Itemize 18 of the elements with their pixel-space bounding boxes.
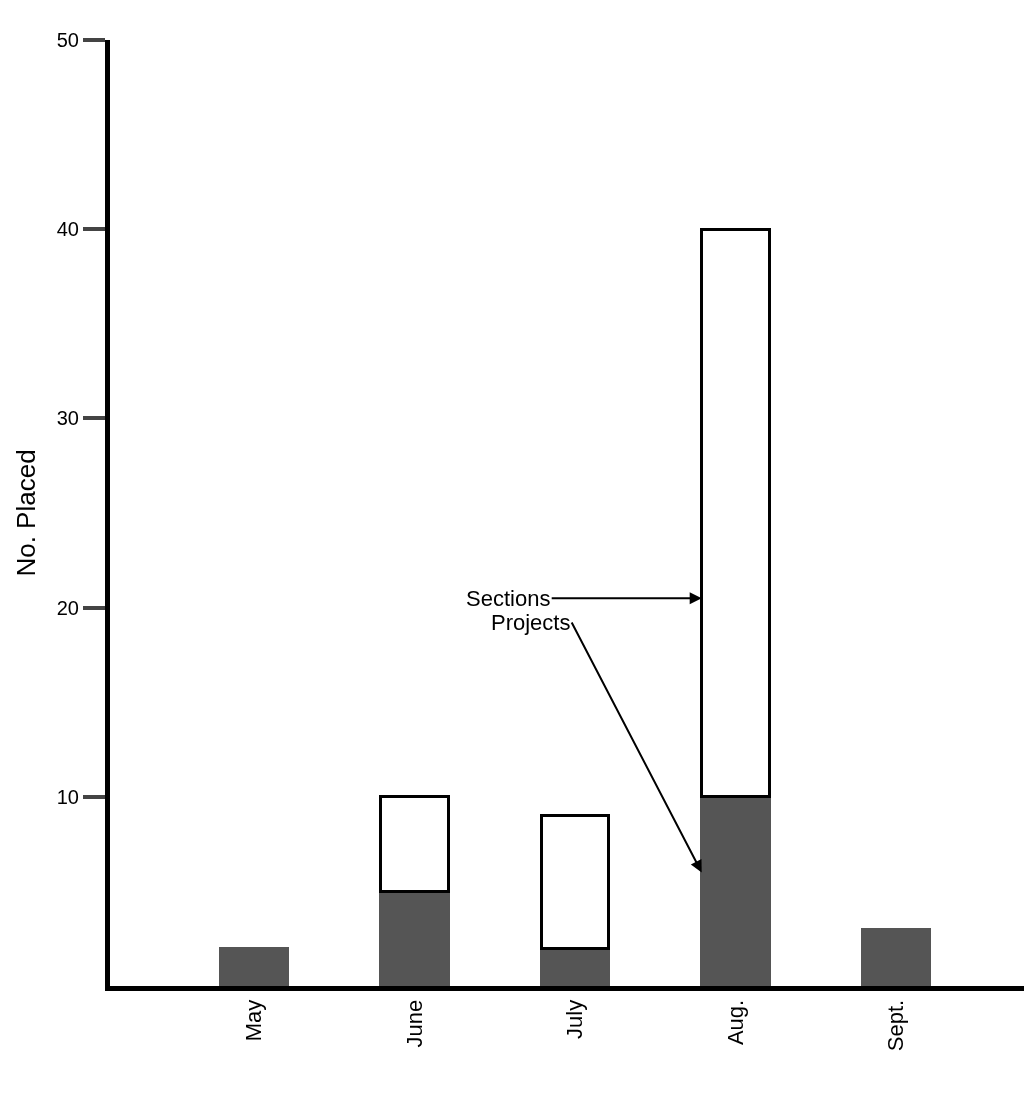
bar (219, 946, 290, 986)
text: Sections (466, 586, 551, 611)
y-tick-label: 30 (56, 407, 79, 430)
bar (700, 795, 771, 986)
x-tick-label: Aug. (722, 999, 748, 1046)
y-axis-title: No. Placed (11, 449, 42, 577)
x-tick-label: Sept. (882, 999, 908, 1052)
text: Projects (491, 610, 571, 635)
y-tick-label: 20 (56, 596, 79, 619)
x-tick-label: July (562, 999, 588, 1039)
y-tick-label: 40 (56, 218, 79, 241)
x-tick-label: May (241, 999, 267, 1042)
bar (860, 927, 931, 986)
bar (539, 814, 611, 950)
y-tick-label: 50 (56, 29, 79, 51)
y-tick-label: 10 (56, 785, 79, 808)
bar (379, 795, 450, 893)
x-tick-label: June (401, 999, 427, 1048)
